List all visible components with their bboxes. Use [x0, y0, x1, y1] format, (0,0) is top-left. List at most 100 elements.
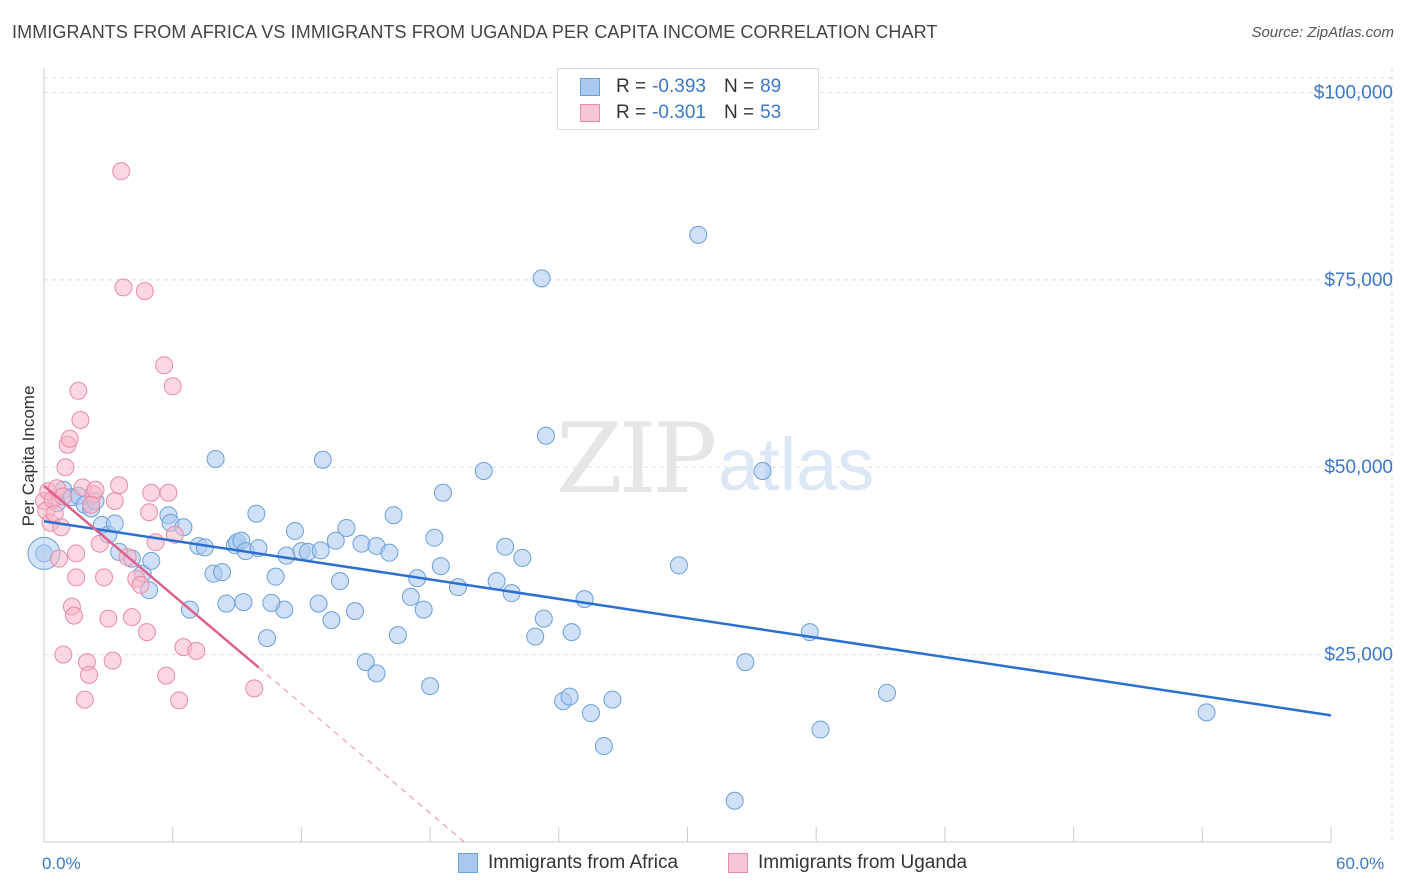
uganda-point [142, 483, 161, 502]
uganda-point [52, 518, 71, 537]
africa-point [689, 225, 708, 244]
watermark-atlas: atlas [718, 423, 874, 506]
africa-point [421, 677, 440, 696]
legend-swatch-africa [580, 78, 600, 96]
uganda-point [80, 665, 99, 684]
africa-point [603, 690, 622, 709]
legend-r-label-africa: R = [616, 76, 647, 97]
africa-point [311, 541, 330, 560]
watermark: ZIP atlas [556, 403, 874, 515]
legend-r-label-uganda: R = [616, 102, 647, 123]
africa-point [414, 600, 433, 619]
uganda-point [71, 411, 90, 430]
uganda-point [163, 377, 182, 396]
africa-point [367, 664, 386, 683]
africa-trend-line [43, 519, 1332, 717]
uganda-point [122, 608, 141, 627]
y-axis-label: Per Capita Income [19, 386, 38, 527]
uganda-point [135, 282, 154, 301]
africa-point [213, 563, 232, 582]
uganda-point [75, 690, 94, 709]
watermark-zip: ZIP [556, 403, 715, 515]
legend-r-value-africa: -0.393 [652, 76, 706, 97]
legend-n-label-africa: N = [723, 76, 755, 97]
legend-r-value-uganda: -0.301 [652, 102, 706, 123]
africa-point [331, 572, 350, 591]
africa-point [725, 791, 744, 810]
uganda-point [114, 278, 133, 297]
africa-point [425, 528, 444, 547]
africa-point [380, 543, 399, 562]
uganda-point [103, 651, 122, 670]
uganda-point [140, 503, 159, 522]
uganda-point [54, 645, 73, 664]
uganda-point [90, 534, 109, 553]
africa-point [309, 594, 328, 613]
y-tick-label: $100,000 [1314, 82, 1393, 103]
africa-point [433, 483, 452, 502]
uganda-point [170, 691, 189, 710]
stats-legend: R = -0.393 N = 89 R = -0.301 N = 53 [557, 68, 819, 130]
source-note: Source: ZipAtlas.com [1251, 24, 1394, 41]
africa-points [27, 225, 1216, 810]
uganda-point [159, 483, 178, 502]
uganda-point [165, 525, 184, 544]
uganda-point [110, 476, 129, 495]
africa-point [258, 629, 277, 648]
uganda-point [99, 609, 118, 628]
axes [43, 68, 1332, 843]
bottom-legend-swatch-uganda [728, 853, 748, 873]
africa-point [401, 587, 420, 606]
uganda-point [82, 495, 101, 514]
africa-point [388, 626, 407, 645]
africa-point [313, 450, 332, 469]
bottom-legend-swatch-africa [458, 853, 478, 873]
uganda-trend-extension [258, 666, 465, 843]
africa-point [431, 557, 450, 576]
uganda-point [187, 641, 206, 660]
africa-point [326, 531, 345, 550]
africa-point [536, 426, 555, 445]
africa-point [217, 594, 236, 613]
x-axis-min-label: 0.0% [42, 854, 81, 873]
africa-point [206, 449, 225, 468]
uganda-point [69, 381, 88, 400]
africa-point [534, 609, 553, 628]
africa-point [384, 506, 403, 525]
africa-point [560, 687, 579, 706]
africa-point [346, 602, 365, 621]
africa-point [262, 593, 281, 612]
y-tick-label: $75,000 [1324, 270, 1393, 291]
uganda-point [86, 480, 105, 499]
uganda-trend-line [43, 485, 260, 669]
legend-n-value-uganda: 53 [760, 102, 782, 123]
africa-point [736, 653, 755, 672]
y-tick-labels: $25,000 $50,000 $75,000 $100,000 [1314, 82, 1393, 665]
uganda-point [65, 606, 84, 625]
uganda-point [60, 429, 79, 448]
uganda-point [157, 666, 176, 685]
uganda-point [245, 679, 264, 698]
legend-row-africa: R = -0.393 N = 89 [580, 75, 799, 99]
uganda-point [131, 575, 150, 594]
africa-point [142, 551, 161, 570]
africa-point [356, 653, 375, 672]
africa-point [487, 572, 506, 591]
legend-n-value-africa: 89 [760, 76, 782, 97]
africa-point [496, 537, 515, 556]
africa-point [234, 593, 253, 612]
bottom-legend-label-uganda: Immigrants from Uganda [758, 852, 968, 873]
uganda-point [67, 568, 86, 587]
africa-point [811, 720, 830, 739]
africa-point [562, 623, 581, 642]
legend-swatch-uganda [580, 104, 600, 122]
africa-point [753, 461, 772, 480]
bottom-legend-uganda: Immigrants from Uganda [728, 852, 967, 874]
africa-point [575, 590, 594, 609]
africa-point [513, 548, 532, 567]
uganda-point [155, 356, 174, 375]
africa-point [247, 504, 266, 523]
africa-point [266, 567, 285, 586]
y-tick-label: $25,000 [1324, 645, 1393, 666]
